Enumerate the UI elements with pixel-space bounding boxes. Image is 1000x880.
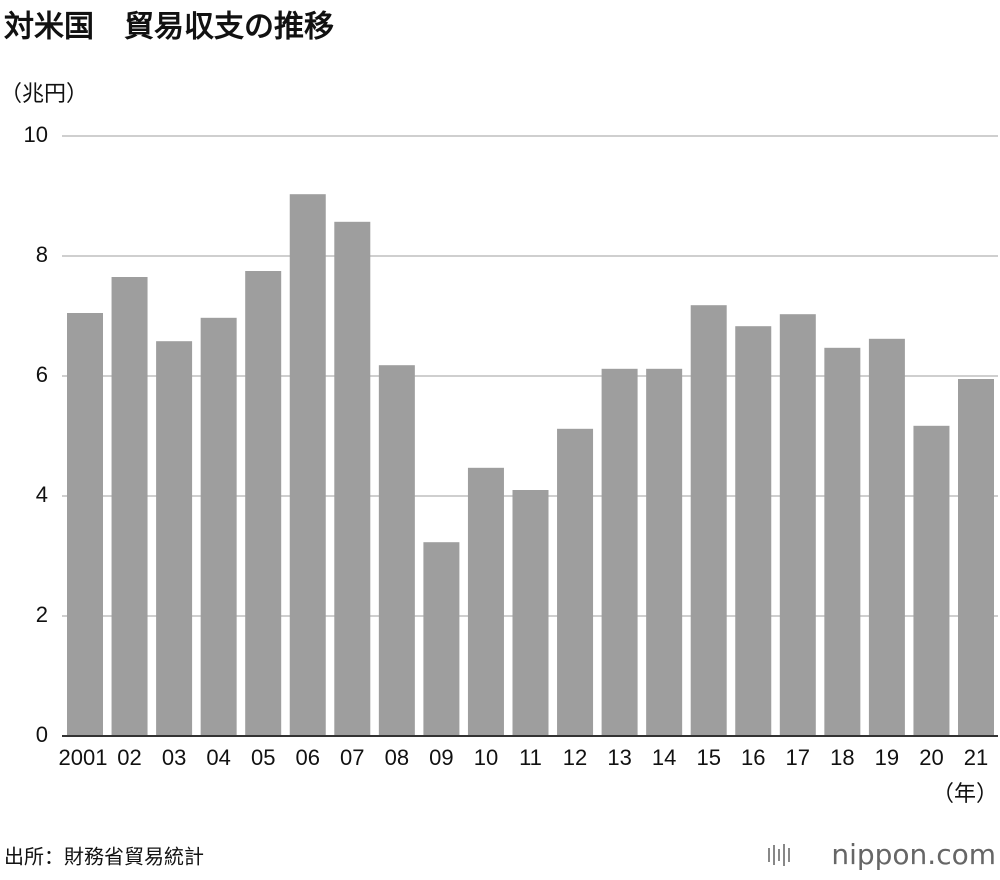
x-tick-label: 02	[117, 745, 141, 770]
bar	[913, 425, 950, 736]
bar	[690, 305, 727, 736]
bar	[334, 221, 371, 737]
x-tick-label: 20	[919, 745, 943, 770]
logo-icon	[768, 844, 790, 866]
bar	[646, 368, 683, 736]
bar	[245, 271, 282, 736]
source: 出所：財務省貿易統計	[4, 845, 204, 869]
x-tick-label: 06	[296, 745, 320, 770]
logo: nippon.com	[831, 838, 996, 871]
x-tick-label: 13	[607, 745, 631, 770]
y-tick-label: 2	[36, 602, 48, 627]
x-tick-label: 21	[964, 745, 988, 770]
y-tick-label: 0	[36, 722, 48, 747]
bar	[378, 365, 415, 736]
x-tick-label: 03	[162, 745, 186, 770]
bar	[200, 317, 237, 736]
x-tick-label: 2001	[59, 745, 108, 770]
x-tick-label: 18	[830, 745, 854, 770]
x-tick-label: 05	[251, 745, 275, 770]
bar	[467, 467, 504, 736]
x-tick-label: 08	[385, 745, 409, 770]
y-tick-label: 10	[24, 122, 48, 147]
bar	[512, 490, 549, 736]
bar	[289, 194, 326, 736]
bar	[735, 326, 772, 736]
x-tick-label: 07	[340, 745, 364, 770]
bar	[156, 341, 193, 736]
x-tick-label: 10	[474, 745, 498, 770]
bar	[958, 379, 994, 736]
x-tick-label: 19	[875, 745, 899, 770]
y-tick-label: 6	[36, 362, 48, 387]
bar	[779, 314, 816, 736]
y-tick-label: 8	[36, 242, 48, 267]
x-tick-label: 15	[696, 745, 720, 770]
bar	[868, 338, 905, 736]
x-tick-label: 09	[429, 745, 453, 770]
y-unit: （兆円）	[0, 82, 88, 107]
bar	[601, 368, 638, 736]
bar	[423, 542, 460, 736]
x-unit: （年）	[932, 782, 998, 807]
x-tick-label: 11	[519, 745, 542, 770]
x-tick-label: 14	[652, 745, 676, 770]
bar	[67, 313, 103, 736]
bar	[824, 347, 861, 736]
chart-title: 対米国 貿易収支の推移	[4, 10, 334, 45]
bar	[557, 428, 594, 736]
x-tick-label: 12	[563, 745, 587, 770]
y-tick-label: 4	[36, 482, 48, 507]
bar	[111, 277, 148, 736]
x-tick-label: 16	[741, 745, 765, 770]
x-tick-label: 04	[206, 745, 230, 770]
x-tick-label: 17	[786, 745, 810, 770]
